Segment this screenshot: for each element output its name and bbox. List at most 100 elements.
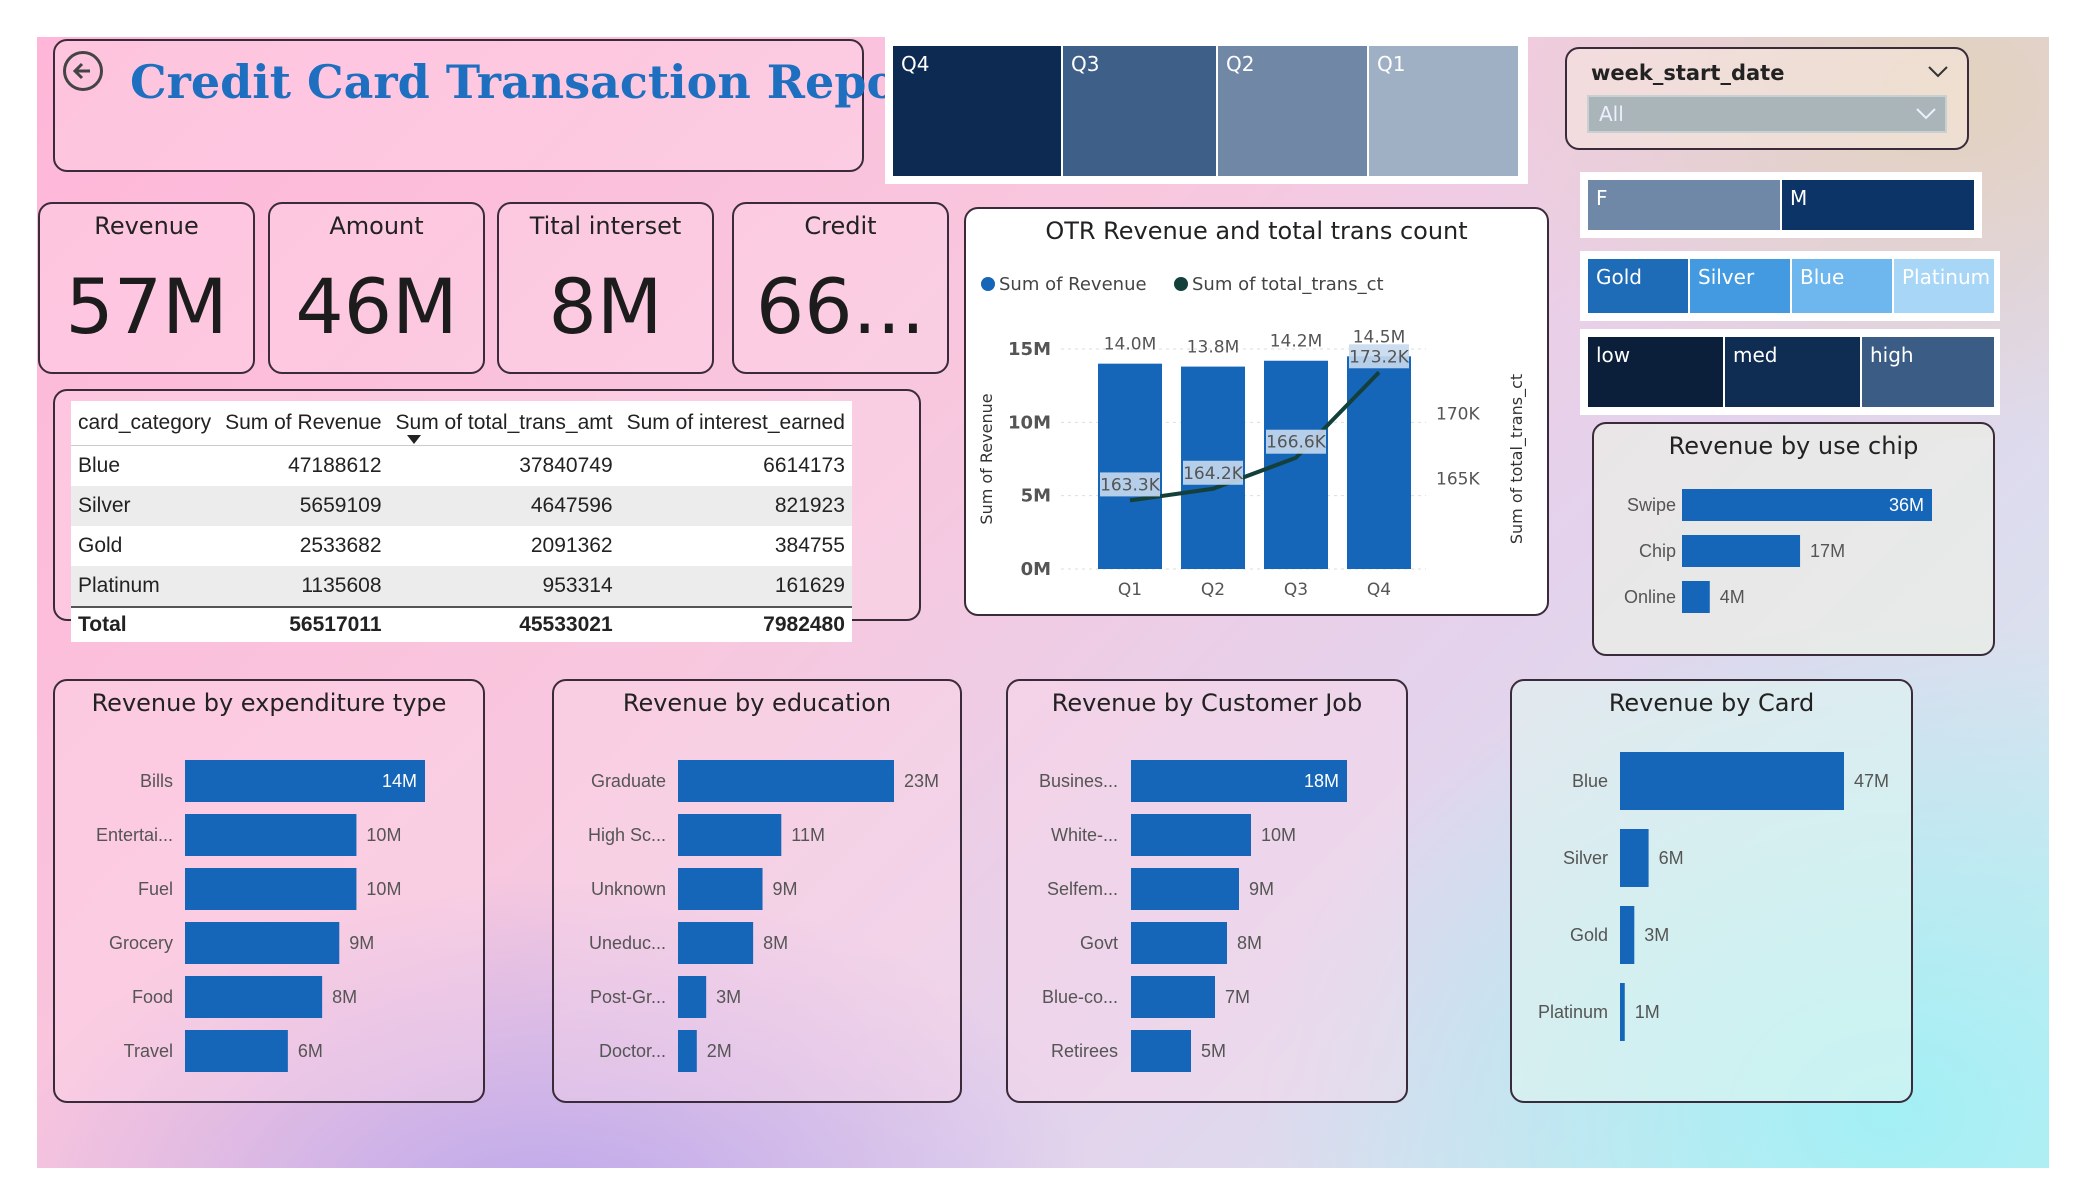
- category-label: Post-Gr...: [590, 987, 666, 1007]
- category-label: Doctor...: [599, 1041, 666, 1061]
- bar[interactable]: [678, 868, 763, 910]
- category-label: Graduate: [591, 771, 666, 791]
- bar[interactable]: [185, 922, 340, 964]
- data-label: 10M: [366, 879, 401, 899]
- bar[interactable]: [678, 814, 782, 856]
- x-tick-label: Q3: [1284, 580, 1308, 600]
- bar[interactable]: [1131, 814, 1251, 856]
- data-label: 6M: [1659, 848, 1684, 868]
- bar[interactable]: [1620, 829, 1649, 887]
- kpi-card-revenue[interactable]: Revenue 57M: [38, 202, 255, 374]
- data-label: 18M: [1304, 771, 1339, 791]
- line-data-label: 173.2K: [1349, 347, 1410, 367]
- legend-item[interactable]: Sum of Revenue: [999, 274, 1147, 295]
- customer-job-chart-card: Revenue by Customer Job Busines... 18M Whi…: [1006, 679, 1408, 1103]
- chart-title: Revenue by use chip: [1668, 432, 1919, 460]
- category-label: Entertai...: [96, 825, 173, 845]
- y-axis-label: Sum of Revenue: [977, 393, 996, 524]
- table-total-row: Total 56517011 45533021 7982480: [71, 607, 852, 642]
- card-tile-platinum[interactable]: Platinum: [1894, 259, 1994, 313]
- bar[interactable]: [1098, 363, 1162, 569]
- chart-title: Revenue by education: [622, 689, 892, 717]
- gender-tile-f[interactable]: F: [1588, 180, 1780, 230]
- category-label: Busines...: [1039, 771, 1118, 791]
- card-category-table-card: card_category Sum of Revenue Sum of tota…: [53, 389, 921, 642]
- bar[interactable]: [1620, 906, 1635, 964]
- week-slicer-select[interactable]: All: [1587, 95, 1947, 133]
- bar[interactable]: [185, 760, 425, 802]
- table-header[interactable]: Sum of Revenue: [225, 411, 382, 434]
- bar[interactable]: [185, 814, 357, 856]
- income-tile-med[interactable]: med: [1725, 337, 1860, 407]
- bar[interactable]: [678, 922, 754, 964]
- kpi-card-credit[interactable]: Credit 66...: [732, 202, 949, 374]
- chevron-down-icon[interactable]: [1927, 65, 1949, 79]
- bar[interactable]: [1347, 356, 1411, 569]
- bar[interactable]: [1131, 922, 1227, 964]
- week-slicer[interactable]: week_start_date All: [1565, 47, 1969, 150]
- card-category-table: card_category Sum of Revenue Sum of tota…: [71, 401, 852, 642]
- category-label: High Sc...: [588, 825, 666, 845]
- table-header[interactable]: card_category: [78, 411, 212, 434]
- legend-item[interactable]: Sum of total_trans_ct: [1192, 274, 1384, 295]
- line-data-label: 164.2K: [1183, 464, 1244, 484]
- sort-descending-icon[interactable]: [407, 435, 421, 445]
- card-tile-silver[interactable]: Silver: [1690, 259, 1790, 313]
- table-cell: 5659109: [299, 494, 382, 517]
- bar[interactable]: [1682, 489, 1932, 521]
- bar[interactable]: [1620, 752, 1844, 810]
- category-label: Fuel: [138, 879, 173, 899]
- kpi-value: 46M: [295, 262, 458, 351]
- card-tile-blue[interactable]: Blue: [1792, 259, 1892, 313]
- data-label: 8M: [332, 987, 357, 1007]
- table-cell: Total: [78, 613, 127, 636]
- category-label: Blue: [1572, 771, 1608, 791]
- y2-tick-label: 170K: [1436, 405, 1480, 425]
- bar[interactable]: [185, 1030, 288, 1072]
- bar[interactable]: [1131, 1030, 1191, 1072]
- category-label: Grocery: [109, 933, 173, 953]
- gender-tile-m[interactable]: M: [1782, 180, 1974, 230]
- category-label: White-...: [1051, 825, 1118, 845]
- quarter-tile-q3[interactable]: Q3: [1063, 46, 1216, 176]
- bar[interactable]: [678, 976, 707, 1018]
- bar[interactable]: [1620, 983, 1625, 1041]
- bar[interactable]: [185, 868, 357, 910]
- y2-axis-label: Sum of total_trans_ct: [1507, 374, 1527, 544]
- income-tile-high[interactable]: high: [1862, 337, 1994, 407]
- bar[interactable]: [1131, 976, 1215, 1018]
- quarter-tile-q2[interactable]: Q2: [1218, 46, 1367, 176]
- card-tile-gold[interactable]: Gold: [1588, 259, 1688, 313]
- bar[interactable]: [1682, 581, 1710, 613]
- back-arrow-icon[interactable]: [63, 51, 103, 91]
- data-label: 17M: [1810, 541, 1845, 561]
- expenditure-chart-card: Revenue by expenditure type Bills 14M Ente…: [53, 679, 485, 1103]
- category-label: Swipe: [1627, 495, 1676, 515]
- x-tick-label: Q4: [1367, 580, 1391, 600]
- chevron-down-icon[interactable]: [1915, 107, 1937, 121]
- table-header[interactable]: Sum of total_trans_amt: [395, 411, 613, 434]
- bar[interactable]: [1682, 535, 1801, 567]
- quarter-tile-q4[interactable]: Q4: [893, 46, 1061, 176]
- bar[interactable]: [678, 760, 894, 802]
- bar[interactable]: [1131, 868, 1239, 910]
- bar[interactable]: [185, 976, 323, 1018]
- kpi-card-amount[interactable]: Amount 46M: [268, 202, 485, 374]
- data-label: 6M: [298, 1041, 323, 1061]
- trend-line[interactable]: [1129, 370, 1381, 503]
- kpi-card-interest[interactable]: Tital interset 8M: [497, 202, 714, 374]
- data-label: 8M: [1237, 933, 1262, 953]
- table-header[interactable]: Sum of interest_earned: [626, 411, 845, 434]
- bar[interactable]: [678, 1030, 697, 1072]
- income-tile-low[interactable]: low: [1588, 337, 1723, 407]
- chart-title: Revenue by expenditure type: [91, 689, 447, 717]
- y2-tick-label: 165K: [1436, 469, 1480, 489]
- table-cell: 384755: [774, 534, 845, 557]
- bar[interactable]: [1131, 760, 1347, 802]
- category-label: Online: [1624, 587, 1676, 607]
- revenue-by-card-chart-card: Revenue by Card Blue 47M Silver 6M Gold 3M Pla…: [1510, 679, 1913, 1103]
- table-cell: 2533682: [299, 534, 382, 557]
- week-slicer-label: week_start_date: [1591, 61, 1785, 85]
- table-cell: 7982480: [763, 613, 845, 636]
- quarter-tile-q1[interactable]: Q1: [1369, 46, 1518, 176]
